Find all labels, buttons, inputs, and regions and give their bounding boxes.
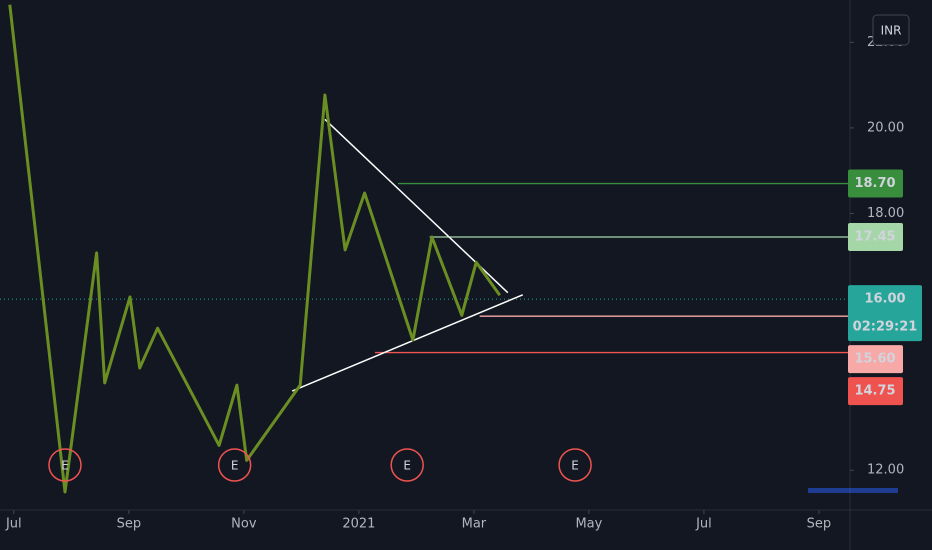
x-tick-label: 2021 [342, 517, 375, 532]
price-label: 14.75 [854, 384, 895, 399]
earnings-marker [558, 448, 592, 482]
price-label-box [848, 285, 922, 342]
countdown: 02:29:21 [853, 320, 918, 335]
trendline [291, 294, 524, 392]
x-tick-label: Mar [462, 517, 487, 532]
x-tick-label: Sep [807, 517, 832, 532]
x-tick-label: Jul [695, 517, 712, 532]
earnings-label: E [61, 459, 69, 473]
price-label: 18.70 [854, 176, 895, 191]
x-tick-label: May [575, 517, 602, 532]
currency-button[interactable] [872, 14, 910, 46]
y-tick-label: 18.00 [867, 206, 904, 221]
x-tick-label: Nov [231, 517, 257, 532]
earnings-label: E [571, 459, 579, 473]
earnings-marker [48, 448, 82, 482]
price-label-box [848, 169, 903, 198]
x-tick-label: Sep [117, 517, 142, 532]
price-label: 16.00 [864, 292, 905, 307]
earnings-label: E [403, 459, 411, 473]
price-label: 15.60 [854, 352, 895, 367]
price-label-box [848, 345, 903, 374]
earnings-label: E [231, 459, 239, 473]
price-label: 17.45 [854, 230, 895, 245]
zigzag-line [8, 4, 502, 494]
earnings-marker [217, 448, 252, 482]
price-label-box [848, 223, 903, 252]
scroll-indicator [808, 488, 898, 493]
currency-label[interactable]: INR [881, 24, 902, 38]
earnings-marker [390, 448, 424, 482]
price-label-box [848, 377, 903, 406]
y-tick-label: 20.00 [867, 120, 904, 135]
x-tick-label: Jul [5, 517, 22, 532]
y-tick-label: 12.00 [867, 463, 904, 478]
